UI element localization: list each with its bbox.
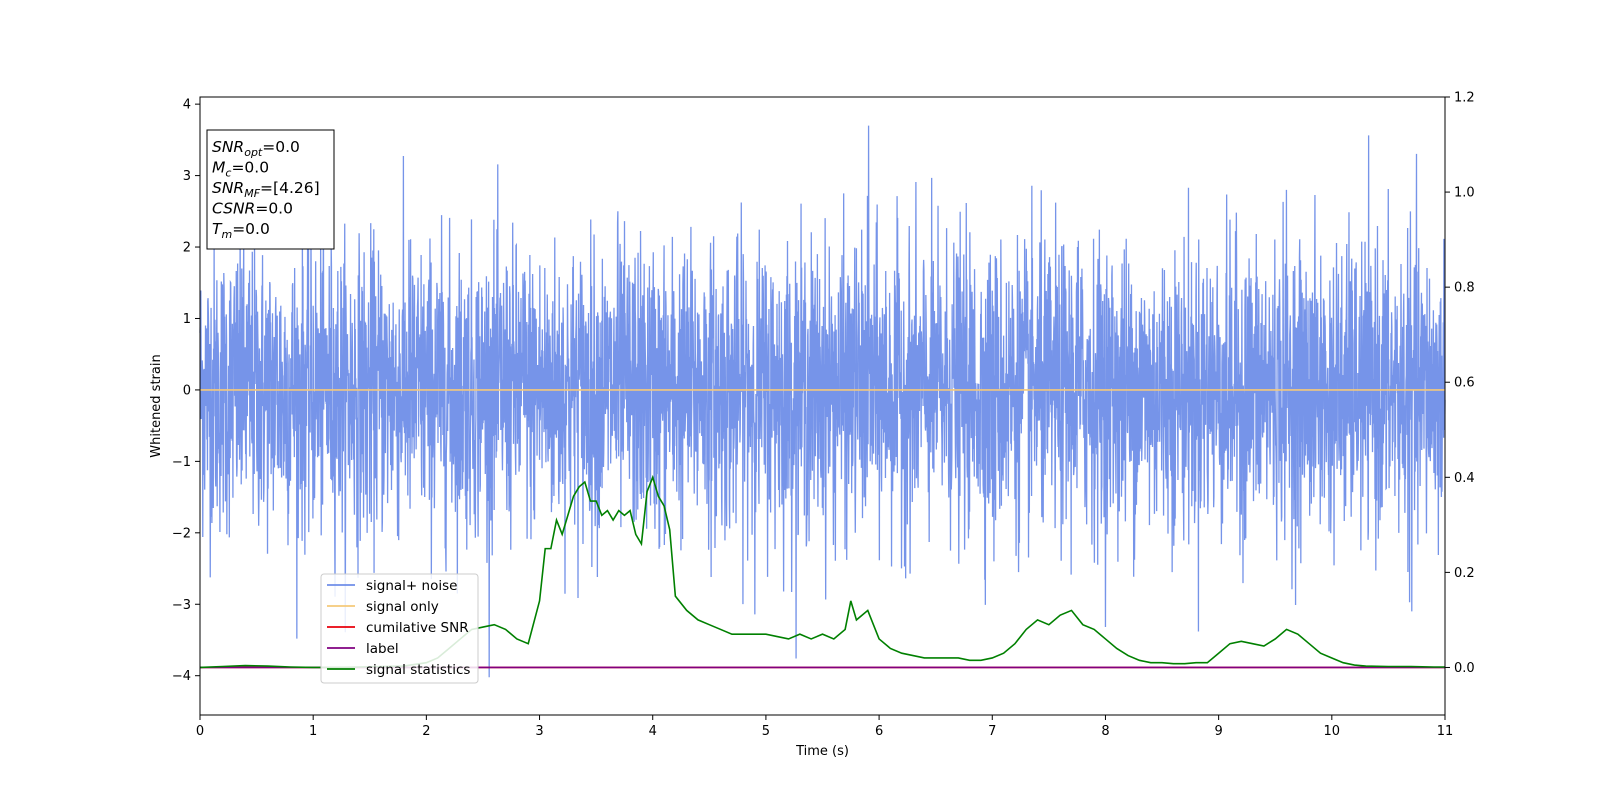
y-axis-label: Whitened strain [149,354,164,457]
ticks: 0 1 2 3 4 5 6 7 8 9 10 1143210−1−2−3−41.21.00.80.60… [172,91,1475,740]
series-signal-noise-line [199,125,1446,678]
legend-frame [320,573,479,684]
x-tick-label: 8 [1101,724,1109,739]
info-box-frame [206,129,335,250]
y-tick-label: −3 [172,598,191,613]
y-tick-label: 0 [183,383,191,398]
y2-tick-label: 0.0 [1454,661,1475,676]
x-tick-label: 11 [1437,724,1454,739]
y2-tick-label: 0.2 [1454,566,1475,581]
y-tick-label: −2 [172,526,191,541]
axes: Time (s) Whitened strain [149,96,1446,759]
y2-tick-label: 0.6 [1454,376,1475,391]
plot-frame [199,96,1446,716]
y-tick-label: 1 [183,312,191,327]
y2-tick-label: 0.8 [1454,281,1475,296]
series-signal-statistics-line [199,474,1445,669]
x-tick-label: 10 [1324,724,1341,739]
x-tick-label: 5 [762,724,770,739]
y2-tick-label: 1.2 [1454,91,1475,106]
legend-entry-label: signal only [366,599,439,615]
x-tick-label: 3 [535,724,543,739]
y-tick-label: 3 [183,169,191,184]
info-box-line: Tm=0.0 [212,220,270,241]
series-signal-noise [199,125,1446,678]
y-tick-label: 4 [183,98,191,113]
series-signal-statistics [199,474,1445,669]
x-tick-label: 2 [422,724,430,739]
y-tick-label: 2 [183,241,191,256]
x-tick-label: 1 [309,724,317,739]
x-axis-label: Time (s) [795,744,849,759]
x-tick-label: 7 [988,724,996,739]
y2-tick-label: 1.0 [1454,186,1475,201]
x-tick-label: 4 [649,724,657,739]
x-tick-label: 0 [196,724,204,739]
legend-entry-label: signal statistics [366,662,470,678]
info-box-line: Mc=0.0 [212,159,269,180]
y-tick-label: −1 [172,455,191,470]
y2-tick-label: 0.4 [1454,471,1475,486]
legend-entry-label: signal+ noise [366,578,457,594]
legend-entry-label: label [366,641,399,657]
info-box-line: CSNR=0.0 [212,200,293,218]
info-box-line: SNRMF=[4.26] [212,179,320,200]
x-tick-label: 9 [1214,724,1222,739]
info-box-line: SNRopt=0.0 [212,138,300,159]
legend: signal+ noise signal only cumilative SNR la… [320,573,479,684]
legend-entry-label: cumilative SNR [366,620,469,636]
x-tick-label: 6 [875,724,883,739]
y-tick-label: −4 [172,669,191,684]
